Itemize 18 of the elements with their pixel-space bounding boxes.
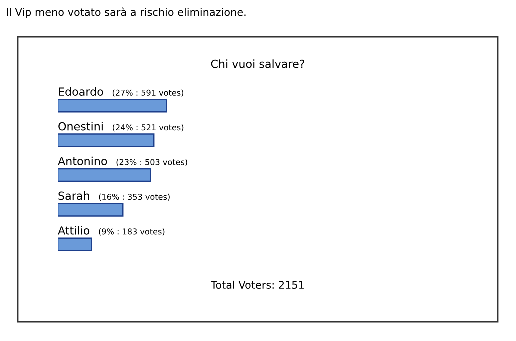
data-label: (24% : 521 votes)	[113, 124, 184, 132]
data-label: (23% : 503 votes)	[116, 159, 188, 166]
data-label: (16% : 353 votes)	[99, 194, 170, 201]
y-tick-label: Antonino	[58, 156, 108, 166]
bar	[58, 238, 92, 252]
bar	[58, 98, 167, 113]
data-label: (27% : 591 votes)	[112, 90, 184, 97]
y-tick-label: Sarah	[58, 192, 90, 200]
y-tick-label: Edoardo	[59, 87, 104, 96]
bar	[58, 168, 152, 182]
chart-subtitle: Il Vip meno votato sarà a rischio eliminazione.	[7, 8, 246, 18]
text: Total Voters: 2151	[211, 280, 304, 290]
text: Chi vuoi salvare?	[211, 60, 305, 68]
bar	[58, 203, 124, 217]
data-label: (9% : 183 votes)	[99, 228, 165, 236]
y-tick-label: Attilio	[58, 226, 90, 235]
y-tick-label: Onestini	[58, 122, 103, 131]
bar	[58, 134, 155, 148]
